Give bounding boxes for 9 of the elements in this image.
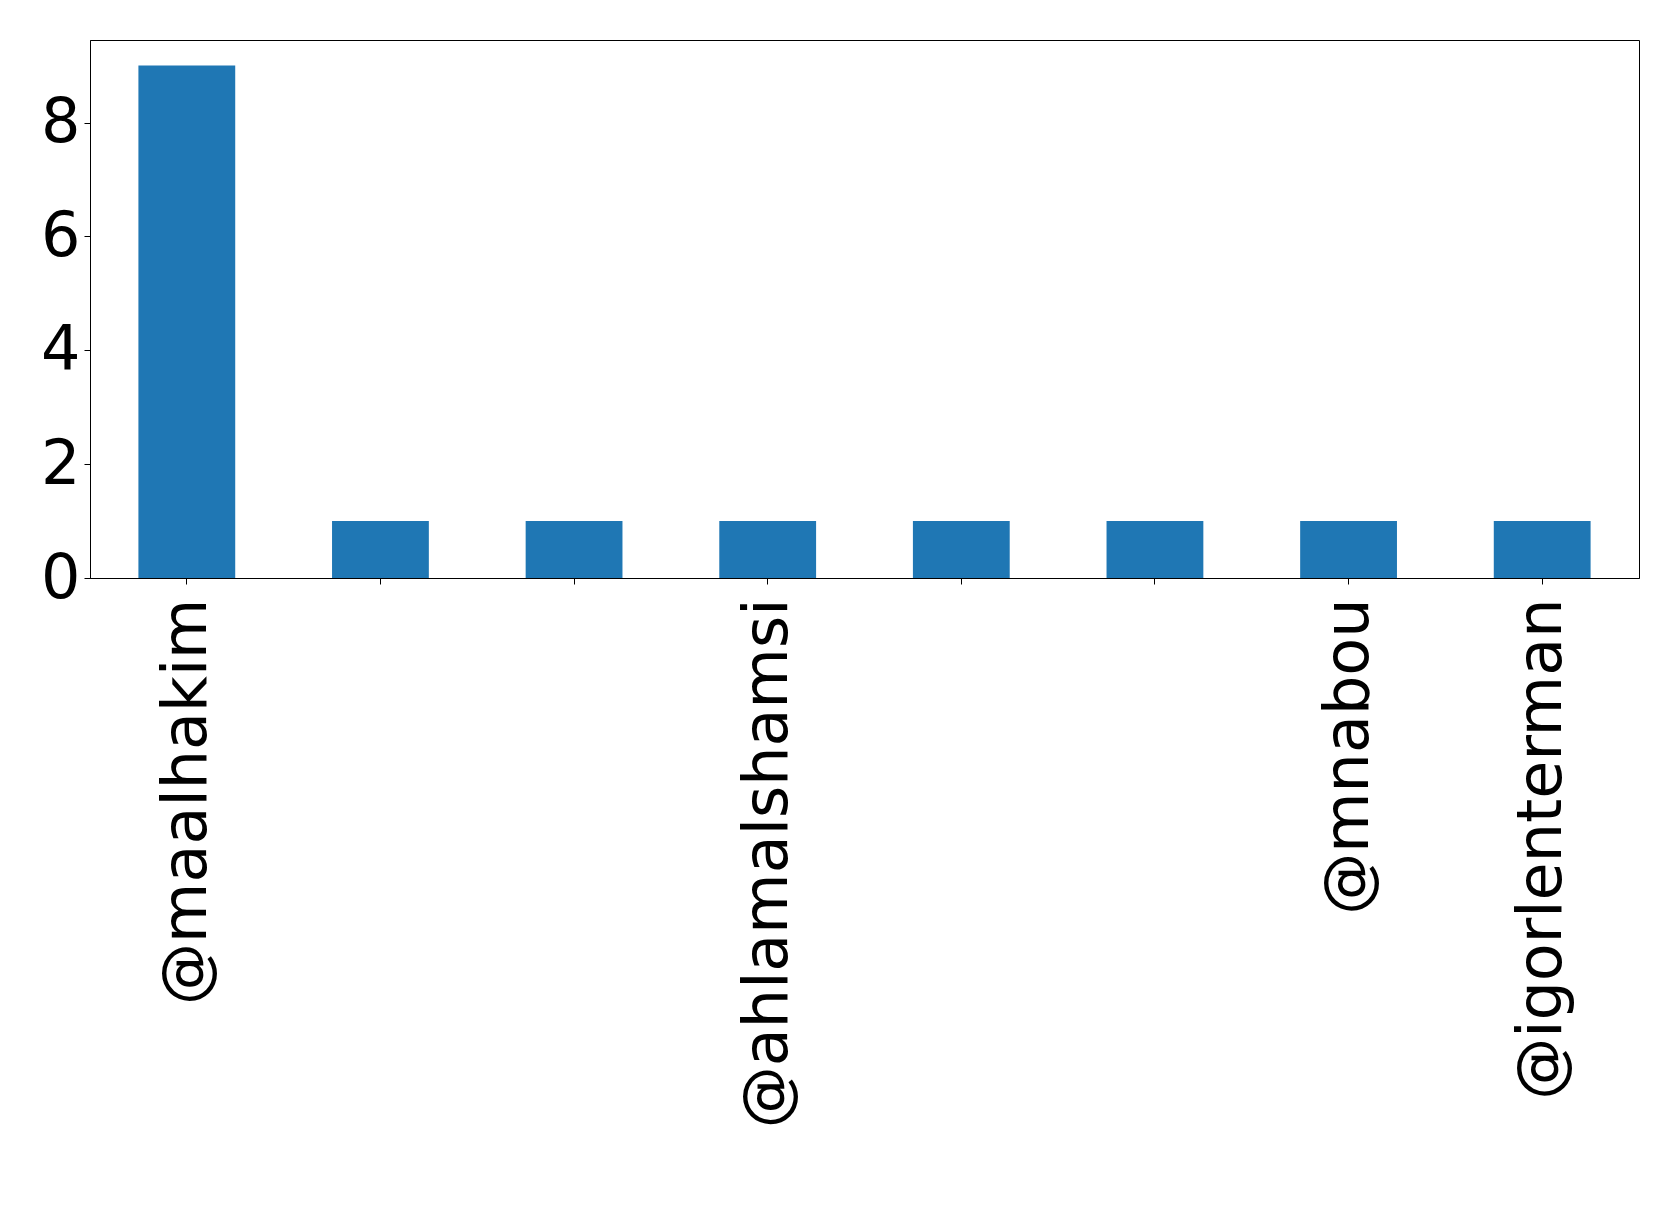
x-tick-label: @ahlamalshamsi bbox=[728, 598, 802, 1129]
x-tick-label: @maalhakim bbox=[147, 598, 221, 1005]
y-tick-label: 2 bbox=[41, 425, 81, 499]
x-tick-label: @mnabou bbox=[1309, 598, 1383, 915]
x-tick-label: @igorlenterman bbox=[1503, 598, 1577, 1100]
y-tick-label: 4 bbox=[41, 311, 81, 385]
y-tick-label: 0 bbox=[41, 539, 81, 613]
y-tick-label: 8 bbox=[41, 84, 81, 158]
y-tick-label: 6 bbox=[41, 197, 81, 271]
